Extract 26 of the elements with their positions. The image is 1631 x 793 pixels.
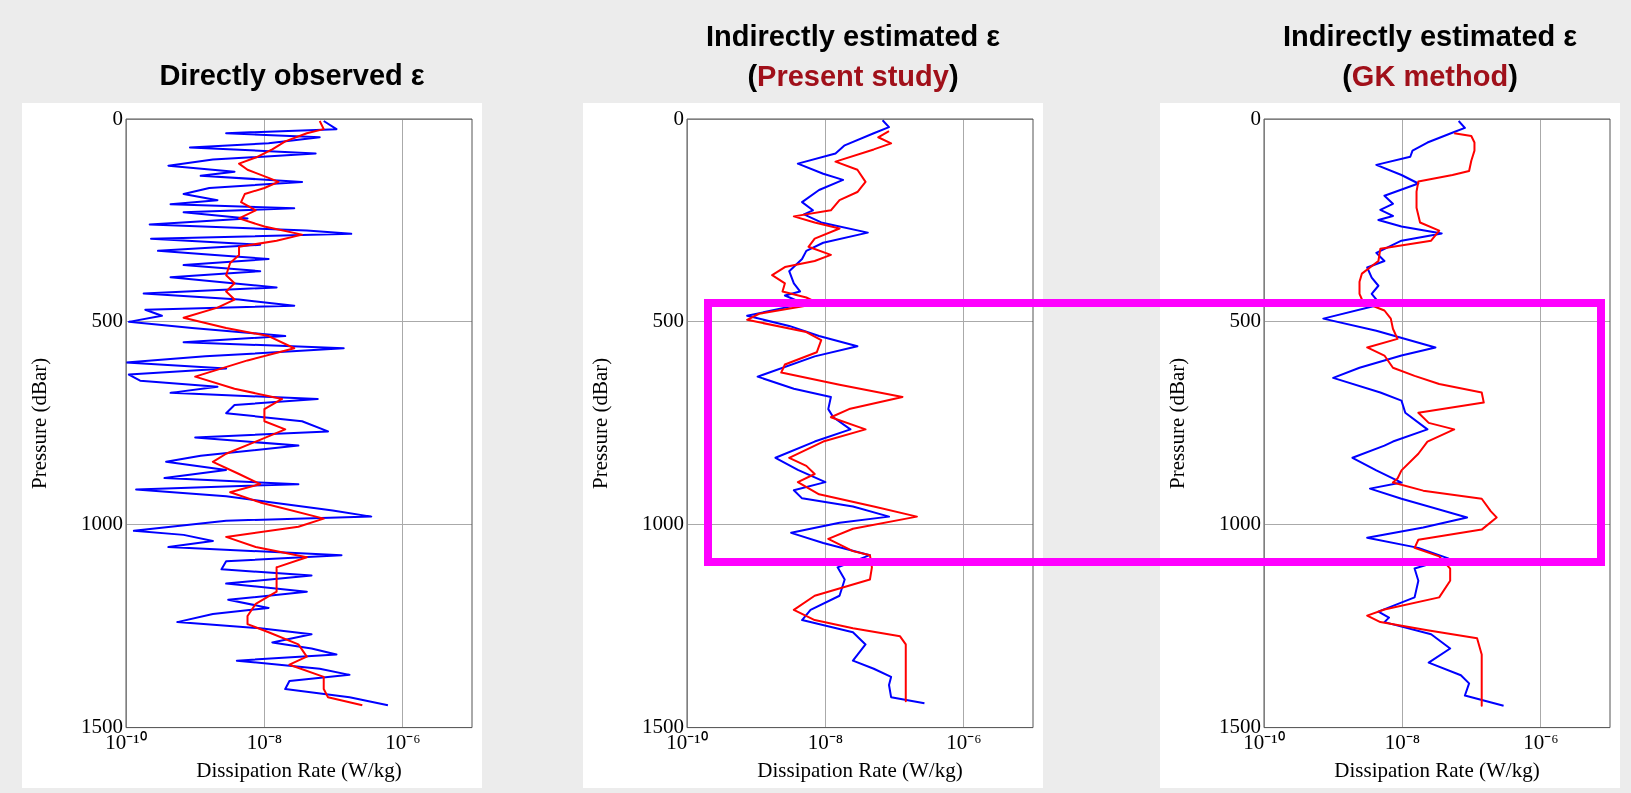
y-tick-label: 500 <box>91 308 123 333</box>
y-tick-label: 500 <box>652 308 684 333</box>
y-axis-title: Pressure (dBar) <box>1165 357 1190 489</box>
x-tick-label: 10⁻⁶ <box>1523 729 1559 754</box>
x-tick-label: 10⁻⁸ <box>246 729 283 754</box>
y-axis-title: Pressure (dBar) <box>588 357 613 489</box>
x-tick-label: 10⁻⁸ <box>1384 729 1421 754</box>
x-tick-label: 10⁻⁶ <box>946 729 982 754</box>
x-tick-label: 10⁻⁶ <box>385 729 421 754</box>
y-axis-title: Pressure (dBar) <box>27 357 52 489</box>
y-tick-label: 0 <box>673 105 684 130</box>
chart-title: Indirectly estimated ε <box>704 19 1002 54</box>
y-tick-label: 1000 <box>81 511 123 536</box>
x-axis-title: Dissipation Rate (W/kg) <box>757 757 963 782</box>
chart-subtitle: (Present study) <box>747 60 959 92</box>
x-axis-title: Dissipation Rate (W/kg) <box>196 757 402 782</box>
x-tick-label: 10⁻⁸ <box>807 729 844 754</box>
chart-title: Indirectly estimated ε <box>1281 19 1579 54</box>
y-tick-label: 1000 <box>642 511 684 536</box>
y-tick-label: 0 <box>1250 105 1261 130</box>
y-tick-label: 500 <box>1229 308 1261 333</box>
chart-title: Directly observed ε <box>158 58 426 93</box>
y-tick-label: 0 <box>112 105 123 130</box>
y-tick-label: 1000 <box>1219 511 1261 536</box>
x-axis-title: Dissipation Rate (W/kg) <box>1334 757 1540 782</box>
chart-subtitle: (GK method) <box>1342 60 1518 92</box>
